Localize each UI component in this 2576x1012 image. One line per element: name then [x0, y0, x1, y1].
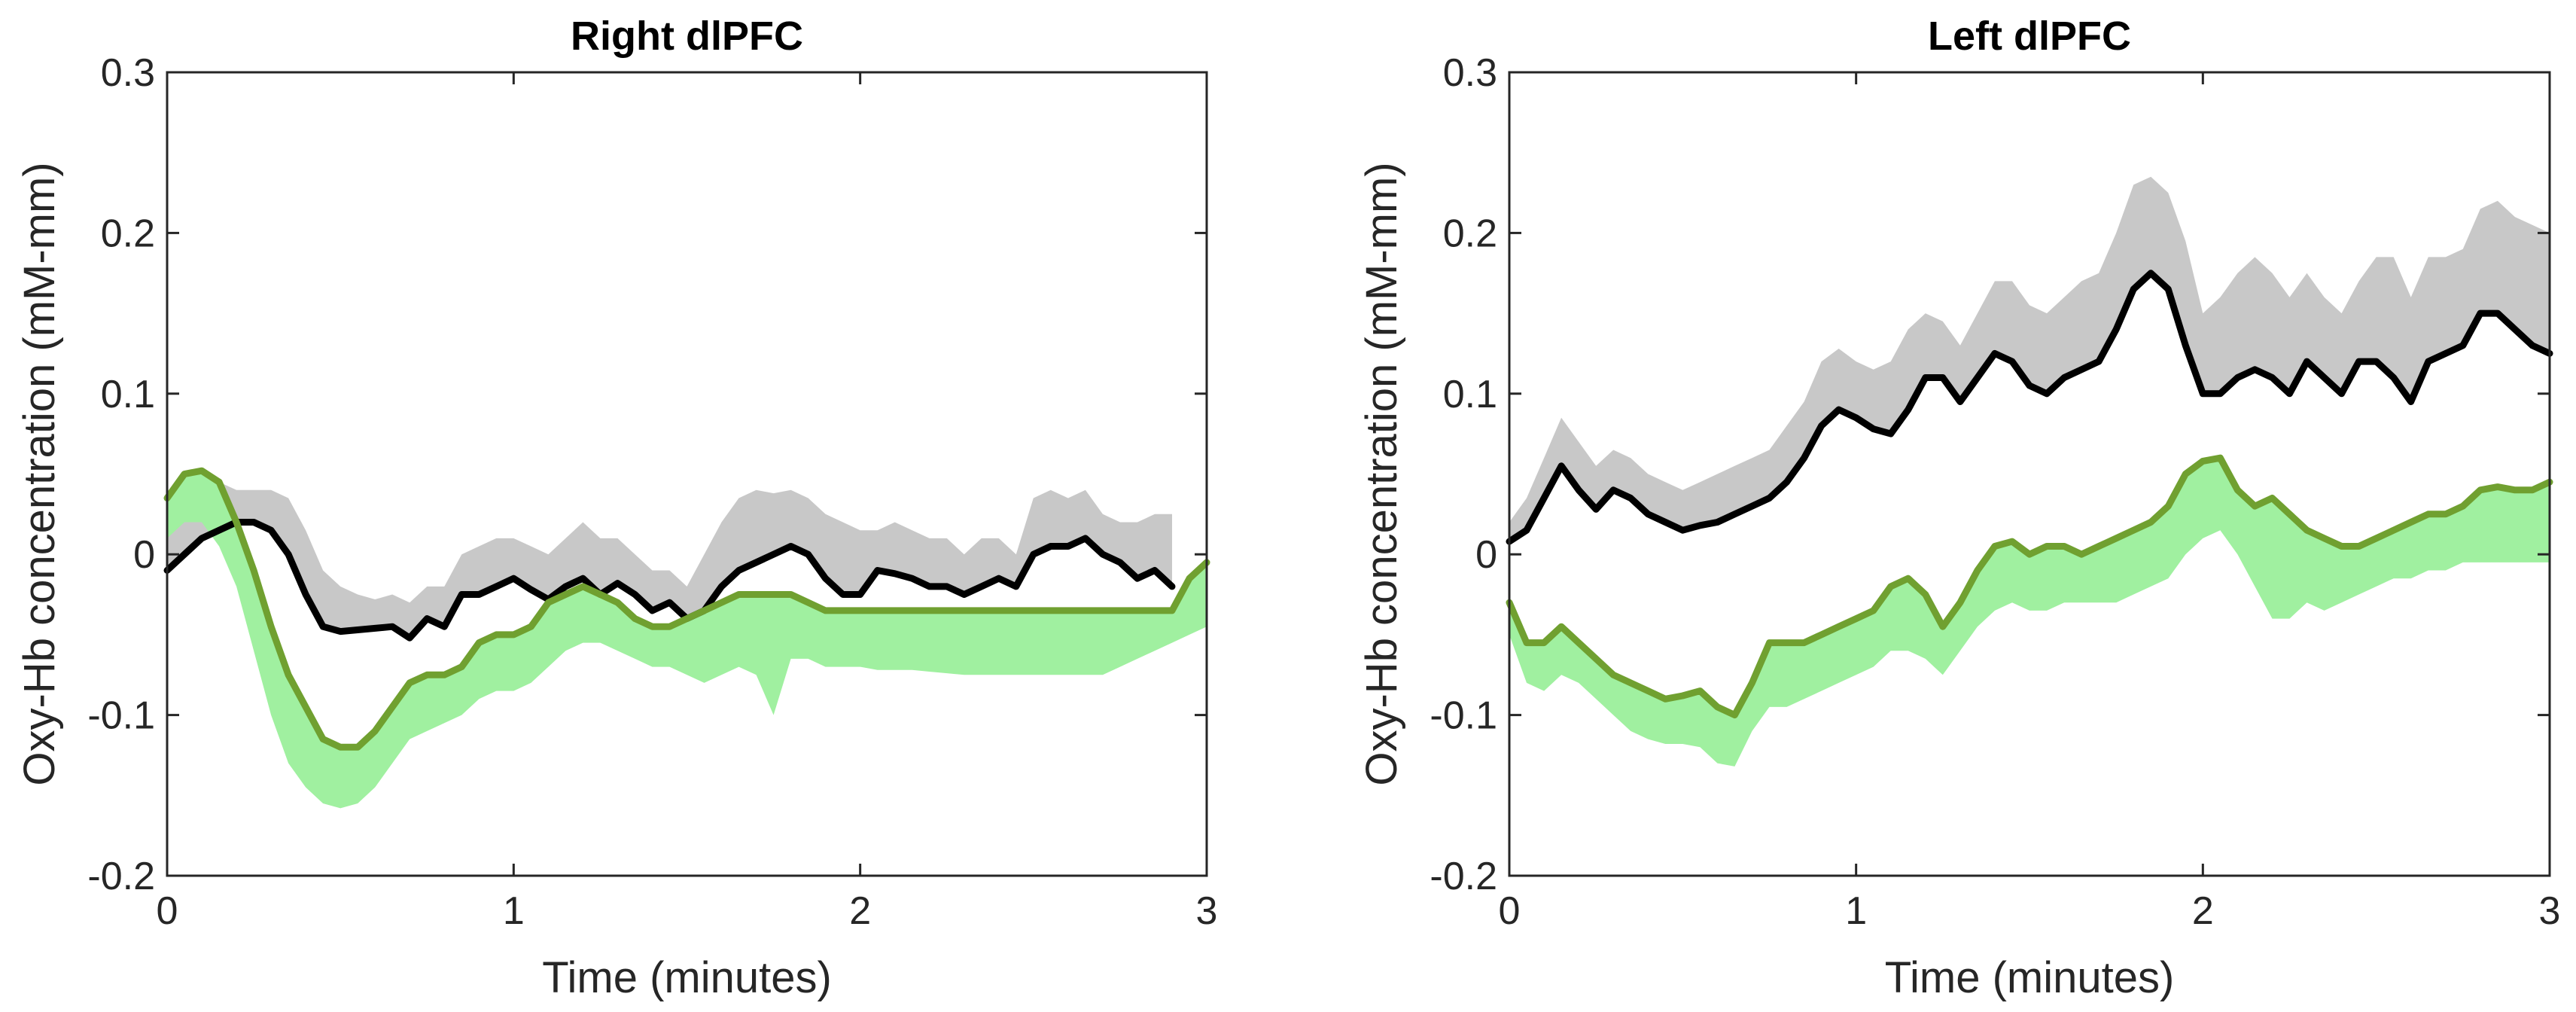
chart-panel-right-dlpfc: 0 1 2 3 -0.2 -0.1 0 0.1 0.2 0.3 Right dlPFC Time … — [15, 14, 1217, 1002]
series-band-green — [167, 471, 1207, 809]
y-tick-label: 0 — [1475, 533, 1497, 577]
chart-title: Right dlPFC — [571, 14, 803, 59]
y-tick-label: 0 — [133, 533, 155, 577]
band-group — [1509, 176, 2550, 767]
series-line-black — [1506, 270, 2553, 545]
series-line-black — [163, 519, 1176, 642]
x-tick-label: 2 — [2192, 889, 2214, 933]
y-tick-label: 0.1 — [101, 373, 155, 416]
x-tick-label: 0 — [1499, 889, 1521, 933]
y-tick-label: 0.3 — [1443, 51, 1497, 95]
y-tick-label: 0.3 — [101, 51, 155, 95]
series-line-green — [1506, 454, 2553, 719]
y-axis-label: Oxy-Hb concentration (mM-mm) — [1357, 162, 1406, 785]
x-tick-label: 0 — [157, 889, 178, 933]
x-tick-label: 1 — [1845, 889, 1867, 933]
x-tick-label: 2 — [849, 889, 871, 933]
chart-panel-left-dlpfc: 0 1 2 3 -0.2 -0.1 0 0.1 0.2 0.3 Left dlPFC Time (… — [1357, 14, 2560, 1002]
line-group — [163, 467, 1210, 751]
tick-group: 0 1 2 3 -0.2 -0.1 0 0.1 0.2 0.3 — [87, 51, 1217, 933]
axes-frame — [1508, 71, 2551, 877]
y-tick-label: 0.2 — [1443, 212, 1497, 255]
axes-frame — [166, 71, 1208, 877]
x-tick-label: 1 — [503, 889, 525, 933]
line-group — [1506, 270, 2553, 719]
x-axis-label: Time (minutes) — [542, 953, 832, 1002]
y-tick-label: -0.1 — [87, 694, 155, 738]
x-tick-label: 3 — [1196, 889, 1218, 933]
x-axis-label: Time (minutes) — [1885, 953, 2175, 1002]
chart-title: Left dlPFC — [1928, 14, 2131, 59]
y-tick-label: -0.2 — [87, 855, 155, 898]
series-line-green — [163, 467, 1210, 751]
series-band-green — [1509, 458, 2550, 767]
series-band-black — [167, 474, 1172, 639]
x-tick-label: 3 — [2539, 889, 2561, 933]
y-tick-label: -0.1 — [1430, 694, 1497, 738]
series-band-black — [1509, 176, 2550, 542]
tick-group: 0 1 2 3 -0.2 -0.1 0 0.1 0.2 0.3 — [1430, 51, 2560, 933]
y-tick-label: 0.1 — [1443, 373, 1497, 416]
y-tick-label: -0.2 — [1430, 855, 1497, 898]
y-tick-label: 0.2 — [101, 212, 155, 255]
y-axis-label: Oxy-Hb concentration (mM-mm) — [15, 162, 64, 785]
band-group — [167, 471, 1207, 809]
